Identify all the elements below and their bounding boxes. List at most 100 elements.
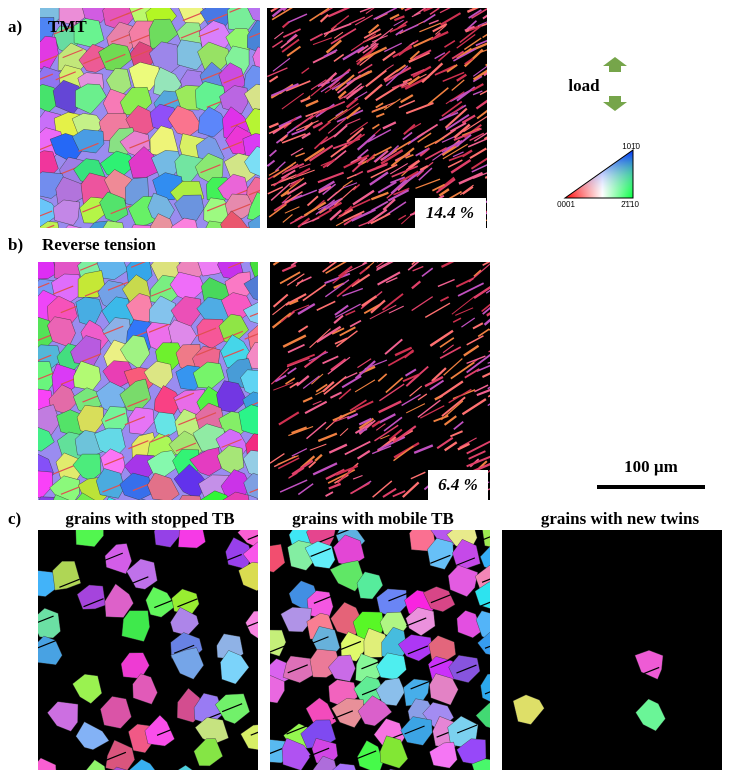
twin <box>322 183 337 196</box>
twin <box>409 385 423 397</box>
twin <box>466 440 490 455</box>
grain <box>270 629 287 657</box>
twin <box>105 53 126 63</box>
twin <box>298 163 311 169</box>
twin <box>430 594 452 604</box>
twin <box>383 144 400 160</box>
twin <box>288 13 308 24</box>
twin <box>282 334 307 348</box>
twin <box>314 453 323 462</box>
twin <box>377 271 401 286</box>
twin <box>362 262 368 266</box>
twin <box>411 296 434 312</box>
twin <box>424 375 444 388</box>
panel-letter: c) <box>8 509 21 528</box>
twin <box>487 403 490 407</box>
twin <box>373 149 389 163</box>
twin <box>319 13 329 23</box>
twin <box>331 8 333 9</box>
map-background <box>270 262 490 500</box>
twin <box>376 262 391 270</box>
twin <box>281 133 306 144</box>
twin <box>248 189 260 196</box>
twin <box>472 90 483 96</box>
twin <box>484 691 490 695</box>
twin <box>358 428 368 434</box>
twin <box>472 75 483 83</box>
twin <box>357 358 372 369</box>
twin <box>454 557 476 567</box>
twin <box>430 658 451 669</box>
twin <box>475 536 490 543</box>
grain <box>199 490 229 500</box>
twin <box>334 304 349 316</box>
twin <box>129 139 150 149</box>
grain <box>475 702 490 729</box>
grain <box>456 610 483 639</box>
twin <box>472 172 487 180</box>
twin <box>104 412 126 422</box>
twin <box>409 50 421 61</box>
grain <box>252 46 260 73</box>
twin <box>297 483 314 496</box>
twin <box>456 47 472 60</box>
twin <box>391 82 405 89</box>
twin <box>339 326 356 337</box>
twin <box>450 105 464 116</box>
twin <box>280 169 296 180</box>
twin <box>416 123 439 139</box>
twin <box>305 106 331 118</box>
twin <box>387 350 414 367</box>
twin <box>486 78 487 80</box>
grain <box>197 106 228 138</box>
twin <box>466 355 486 365</box>
twin <box>331 327 345 335</box>
grain <box>104 583 134 618</box>
twin <box>482 306 490 315</box>
twin <box>53 285 74 295</box>
twin <box>285 293 307 306</box>
twin <box>303 201 327 217</box>
twin <box>325 39 343 54</box>
twin <box>379 383 405 402</box>
twin <box>278 411 300 426</box>
twin <box>178 416 199 426</box>
grain <box>129 759 156 770</box>
twin <box>456 73 467 82</box>
twin <box>312 37 333 46</box>
ipf-triangle-overlay <box>563 149 634 199</box>
twin <box>53 25 75 35</box>
twin <box>268 169 280 176</box>
twin <box>413 36 434 48</box>
twin <box>350 156 362 164</box>
twin <box>40 210 53 217</box>
twin <box>486 312 490 317</box>
grain <box>312 755 338 770</box>
twin <box>413 8 427 17</box>
twin <box>317 171 345 184</box>
twin <box>348 16 366 25</box>
twin <box>429 379 445 391</box>
twin <box>309 328 331 349</box>
twin <box>207 13 229 23</box>
twin <box>424 137 445 149</box>
twin <box>334 74 355 92</box>
twin <box>453 420 464 431</box>
twin <box>306 195 319 207</box>
label-box <box>415 198 486 228</box>
twin <box>249 32 260 39</box>
twin <box>371 105 388 113</box>
grain <box>52 561 82 591</box>
grain <box>243 275 258 301</box>
twin <box>270 83 299 97</box>
twin <box>355 400 374 411</box>
twin <box>290 147 304 156</box>
grain-map <box>38 530 258 770</box>
twin <box>102 552 123 562</box>
twin <box>371 42 379 50</box>
twin <box>412 65 432 78</box>
twin <box>107 281 129 291</box>
grain <box>356 571 384 600</box>
twin <box>449 88 474 103</box>
twin <box>462 186 474 195</box>
